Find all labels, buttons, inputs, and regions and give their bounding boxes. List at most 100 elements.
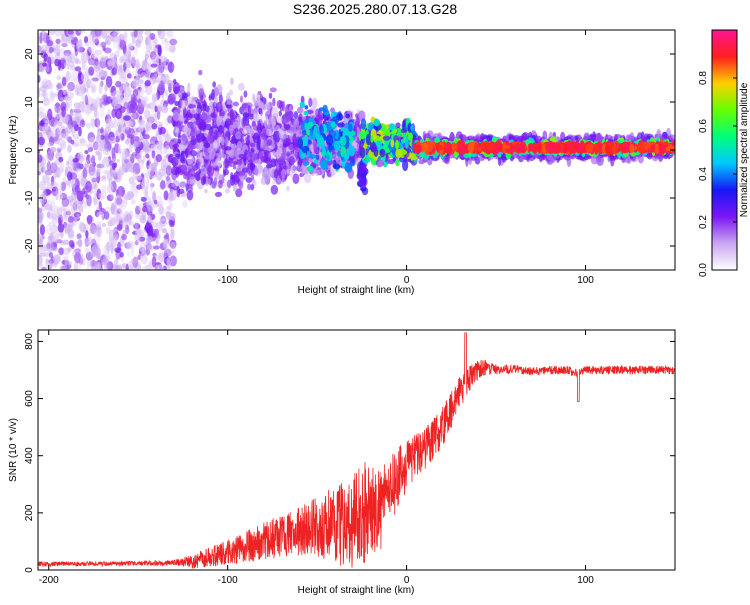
heatmap-cell	[175, 153, 180, 158]
heatmap-cell	[265, 145, 274, 152]
heatmap-cell	[146, 121, 152, 128]
heatmap-cell	[46, 151, 54, 162]
heatmap-cell	[176, 106, 181, 114]
heatmap-cell	[103, 258, 110, 270]
heatmap-cell	[141, 116, 146, 129]
heatmap-cell	[99, 104, 106, 112]
heatmap-cell	[134, 76, 140, 86]
heatmap-cell	[221, 136, 225, 146]
heatmap-cell	[133, 30, 139, 38]
heatmap-cell	[234, 131, 242, 140]
heatmap-cell	[74, 66, 82, 72]
heatmap-cell	[225, 187, 230, 194]
heatmap-cell	[107, 183, 114, 193]
heatmap-cell	[301, 153, 306, 158]
heatmap-cell	[169, 255, 177, 267]
heatmap-cell	[85, 180, 92, 193]
heatmap-cell	[198, 121, 207, 131]
heatmap-cell	[56, 51, 60, 56]
heatmap-cell	[108, 136, 117, 144]
heatmap-cell	[257, 122, 263, 134]
heatmap-cell	[96, 117, 100, 127]
heatmap-cell	[239, 95, 244, 103]
heatmap-cell	[118, 76, 127, 83]
heatmap-cell	[318, 137, 325, 146]
heatmap-cell	[86, 259, 93, 267]
heatmap-cell	[392, 157, 397, 162]
heatmap-cell	[236, 114, 242, 122]
heatmap-cell	[126, 73, 132, 79]
heatmap-cell	[82, 257, 86, 267]
heatmap-cell	[131, 112, 139, 120]
heatmap-cell	[38, 154, 43, 163]
heatmap-cell	[146, 35, 152, 45]
heatmap-cell	[137, 254, 141, 260]
heatmap-cell	[46, 40, 54, 47]
heatmap-cell	[70, 160, 74, 171]
heatmap-cell	[151, 256, 157, 268]
heatmap-cell	[38, 45, 43, 51]
heatmap-cell	[158, 252, 163, 258]
heatmap-cell	[326, 154, 330, 163]
heatmap-cell	[224, 157, 229, 169]
heatmap-cell	[285, 185, 290, 192]
heatmap-cell	[311, 97, 318, 109]
heatmap-cell	[345, 113, 351, 119]
heatmap-cell	[278, 110, 283, 117]
heatmap-cell	[232, 164, 237, 170]
heatmap-cell	[85, 230, 89, 239]
heatmap-cell	[101, 175, 107, 180]
heatmap-cell	[141, 185, 147, 196]
heatmap-cell	[171, 249, 175, 254]
heatmap-cell	[61, 197, 70, 207]
heatmap-cell	[101, 94, 109, 102]
heatmap-cell	[187, 121, 193, 129]
heatmap-cell	[237, 82, 245, 91]
heatmap-marks	[38, 30, 675, 270]
heatmap-cell	[41, 124, 49, 135]
heatmap-cell	[306, 128, 311, 136]
heatmap-cell	[94, 110, 99, 119]
heatmap-cell	[70, 70, 78, 83]
heatmap-cell	[164, 89, 169, 97]
heatmap-cell	[67, 30, 74, 35]
heatmap-cell	[48, 149, 54, 154]
heatmap-cell	[95, 168, 101, 177]
heatmap-cell	[195, 170, 201, 182]
heatmap-cell	[76, 142, 81, 148]
heatmap-cell	[39, 32, 43, 44]
heatmap-cell	[166, 205, 172, 211]
heatmap-cell	[116, 46, 121, 57]
heatmap-cell	[264, 119, 271, 131]
heatmap-cell	[141, 265, 146, 270]
heatmap-cell	[260, 176, 268, 186]
heatmap-cell	[130, 199, 136, 205]
heatmap-cell	[82, 164, 90, 169]
heatmap-cell	[400, 138, 406, 144]
heatmap-cell	[53, 105, 57, 117]
heatmap-cell	[144, 54, 149, 60]
heatmap-cell	[155, 141, 163, 150]
heatmap-cell	[155, 44, 162, 49]
heatmap-cell	[99, 55, 107, 62]
heatmap-cell	[166, 259, 171, 268]
heatmap-cell	[228, 89, 234, 96]
heatmap-cell	[278, 129, 284, 139]
heatmap-cell	[67, 144, 72, 153]
heatmap-cell	[91, 77, 99, 82]
heatmap-cell	[114, 50, 120, 59]
heatmap-cell	[203, 142, 211, 149]
heatmap-cell	[282, 143, 288, 148]
heatmap-cell	[121, 262, 127, 269]
heatmap-cell	[82, 223, 87, 234]
heatmap-cell	[95, 96, 101, 108]
heatmap-cell	[136, 151, 142, 164]
heatmap-cell	[301, 130, 307, 136]
heatmap-cell	[38, 149, 41, 155]
heatmap-cell	[157, 30, 162, 36]
heatmap-cell	[273, 169, 279, 179]
heatmap-cell	[81, 60, 86, 71]
heatmap-cell	[211, 88, 215, 101]
heatmap-cell	[153, 199, 158, 205]
heatmap-cell	[200, 157, 205, 170]
